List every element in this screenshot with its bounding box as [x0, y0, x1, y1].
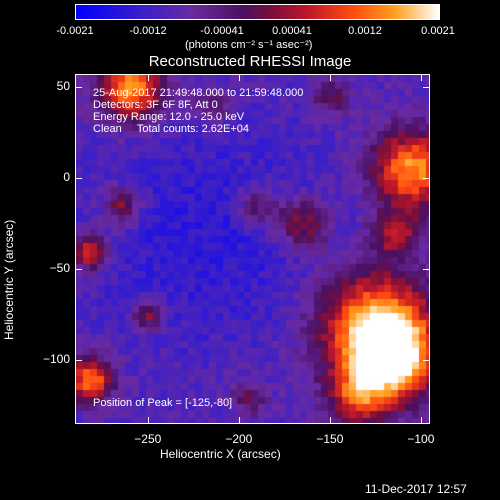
y-tick-mark: [75, 177, 82, 179]
y-axis-label: Heliocentric Y (arcsec): [2, 219, 16, 340]
y-tick-mark: [423, 269, 430, 271]
y-tick-mark: [423, 360, 430, 362]
y-tick-mark: [75, 86, 82, 88]
x-tick-mark: [238, 74, 240, 81]
info-energy-range: Energy Range: 12.0 - 25.0 keV: [93, 111, 245, 123]
rhessi-image: [76, 75, 429, 423]
x-tick-label: −100: [407, 432, 435, 446]
colorbar-tick: -0.00041: [200, 25, 244, 37]
colorbar: [75, 4, 440, 20]
colorbar-tick: 0.0021: [421, 25, 455, 37]
x-tick-mark: [238, 417, 240, 424]
x-tick-mark: [420, 74, 422, 81]
x-tick-label: −150: [316, 432, 344, 446]
y-tick-mark: [423, 177, 430, 179]
y-tick-label: 0: [63, 169, 70, 184]
y-tick-label: −100: [42, 352, 70, 367]
y-tick-mark: [423, 86, 430, 88]
y-tick-mark: [75, 360, 82, 362]
x-tick-mark: [420, 417, 422, 424]
x-axis-label: Heliocentric X (arcsec): [160, 447, 281, 461]
y-tick-label: 50: [56, 78, 70, 93]
x-tick-label: −200: [225, 432, 253, 446]
chart-title: Reconstructed RHESSI Image: [148, 53, 352, 70]
x-tick-label: −250: [134, 432, 162, 446]
info-time-range: 25-Aug-2017 21:49:48.000 to 21:59:48.000: [93, 87, 304, 99]
info-total-counts: Clean Total counts: 2.62E+04: [93, 123, 250, 135]
plot-area: [75, 74, 430, 424]
colorbar-tick: -0.0021: [56, 25, 94, 37]
colorbar-tick: 0.00041: [272, 25, 312, 37]
timestamp: 11-Dec-2017 12:57: [365, 482, 467, 496]
x-tick-mark: [147, 417, 149, 424]
y-tick-label: −50: [49, 261, 70, 276]
info-detectors: Detectors: 3F 6F 8F, Att 0: [93, 99, 218, 111]
colorbar-tick: -0.0012: [129, 25, 167, 37]
x-tick-mark: [147, 74, 149, 81]
info-peak-position: Position of Peak = [-125,-80]: [93, 397, 233, 409]
colorbar-tick: 0.0012: [348, 25, 382, 37]
colorbar-units: (photons cm⁻² s⁻¹ asec⁻²): [185, 39, 313, 51]
x-tick-mark: [329, 74, 331, 81]
x-tick-mark: [329, 417, 331, 424]
y-tick-mark: [75, 269, 82, 271]
